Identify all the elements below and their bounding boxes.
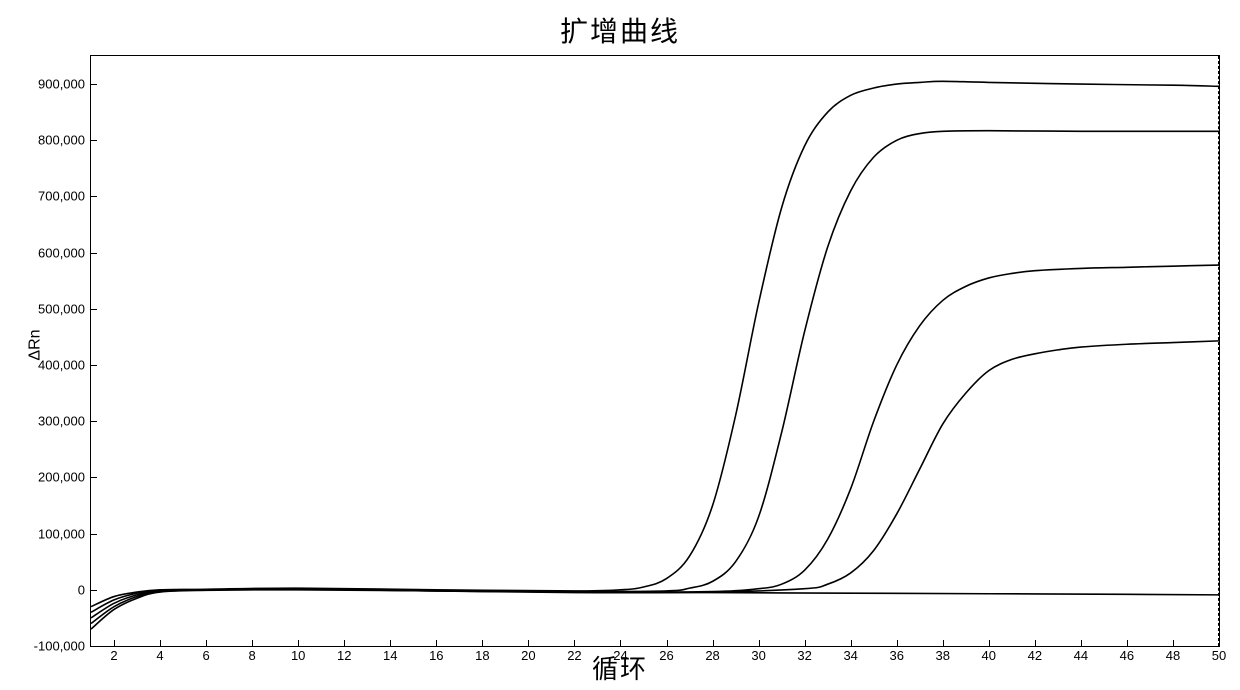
series-baseline (91, 590, 1219, 629)
x-tick-label: 16 (429, 648, 443, 663)
y-tick-label: 400,000 (38, 358, 85, 373)
series-curve-1 (91, 81, 1219, 606)
y-tick-mark (91, 309, 97, 310)
x-tick-mark (482, 640, 483, 646)
right-dashed-border (1218, 56, 1219, 646)
amplification-chart: 扩增曲线 ΔRn -100,0000100,000200,000300,0004… (10, 10, 1230, 680)
x-tick-mark (1173, 640, 1174, 646)
x-tick-mark (759, 640, 760, 646)
x-tick-label: 4 (156, 648, 163, 663)
y-tick-label: 300,000 (38, 414, 85, 429)
y-tick-mark (91, 534, 97, 535)
x-tick-mark (851, 640, 852, 646)
y-tick-label: 0 (78, 582, 85, 597)
x-tick-label: 18 (475, 648, 489, 663)
x-tick-mark (1127, 640, 1128, 646)
x-tick-mark (1081, 640, 1082, 646)
x-tick-label: 50 (1212, 648, 1226, 663)
y-tick-mark (91, 140, 97, 141)
x-tick-label: 28 (705, 648, 719, 663)
y-tick-mark (91, 253, 97, 254)
x-tick-label: 22 (567, 648, 581, 663)
x-tick-mark (390, 640, 391, 646)
x-tick-mark (1035, 640, 1036, 646)
y-tick-label: 500,000 (38, 301, 85, 316)
y-tick-mark (91, 421, 97, 422)
x-tick-mark (713, 640, 714, 646)
y-tick-mark (91, 365, 97, 366)
x-tick-label: 20 (521, 648, 535, 663)
x-tick-mark (206, 640, 207, 646)
x-tick-label: 6 (202, 648, 209, 663)
curves-svg (91, 56, 1219, 646)
x-tick-mark (528, 640, 529, 646)
chart-title: 扩增曲线 (10, 10, 1230, 50)
x-tick-mark (114, 640, 115, 646)
y-tick-mark (91, 477, 97, 478)
x-tick-mark (620, 640, 621, 646)
x-tick-label: 46 (1120, 648, 1134, 663)
y-tick-label: 600,000 (38, 245, 85, 260)
x-tick-label: 24 (613, 648, 627, 663)
series-curve-3 (91, 265, 1219, 618)
y-tick-label: 900,000 (38, 77, 85, 92)
x-tick-label: 44 (1074, 648, 1088, 663)
x-tick-mark (667, 640, 668, 646)
y-tick-label: 100,000 (38, 526, 85, 541)
x-tick-label: 10 (291, 648, 305, 663)
y-tick-mark (91, 84, 97, 85)
x-tick-label: 2 (110, 648, 117, 663)
y-tick-label: 700,000 (38, 189, 85, 204)
x-tick-label: 26 (659, 648, 673, 663)
x-tick-label: 14 (383, 648, 397, 663)
x-tick-label: 8 (249, 648, 256, 663)
x-tick-label: 12 (337, 648, 351, 663)
y-tick-mark (91, 196, 97, 197)
x-tick-mark (897, 640, 898, 646)
y-tick-mark (91, 646, 97, 647)
x-tick-label: 34 (843, 648, 857, 663)
y-tick-label: 800,000 (38, 133, 85, 148)
y-axis-label: ΔRn (27, 329, 45, 360)
series-curve-4 (91, 341, 1219, 624)
x-tick-mark (1219, 640, 1220, 646)
x-tick-mark (252, 640, 253, 646)
x-tick-label: 40 (982, 648, 996, 663)
x-tick-label: 48 (1166, 648, 1180, 663)
x-tick-label: 30 (751, 648, 765, 663)
plot-area: -100,0000100,000200,000300,000400,000500… (90, 55, 1220, 647)
y-tick-label: -100,000 (34, 639, 85, 654)
y-tick-mark (91, 590, 97, 591)
x-tick-label: 36 (889, 648, 903, 663)
x-tick-mark (160, 640, 161, 646)
series-curve-2 (91, 131, 1219, 613)
x-tick-label: 42 (1028, 648, 1042, 663)
x-tick-label: 38 (936, 648, 950, 663)
x-tick-mark (436, 640, 437, 646)
y-tick-label: 200,000 (38, 470, 85, 485)
x-tick-mark (805, 640, 806, 646)
x-tick-mark (943, 640, 944, 646)
x-tick-mark (298, 640, 299, 646)
x-tick-mark (989, 640, 990, 646)
x-tick-mark (574, 640, 575, 646)
x-tick-label: 32 (797, 648, 811, 663)
x-tick-mark (344, 640, 345, 646)
